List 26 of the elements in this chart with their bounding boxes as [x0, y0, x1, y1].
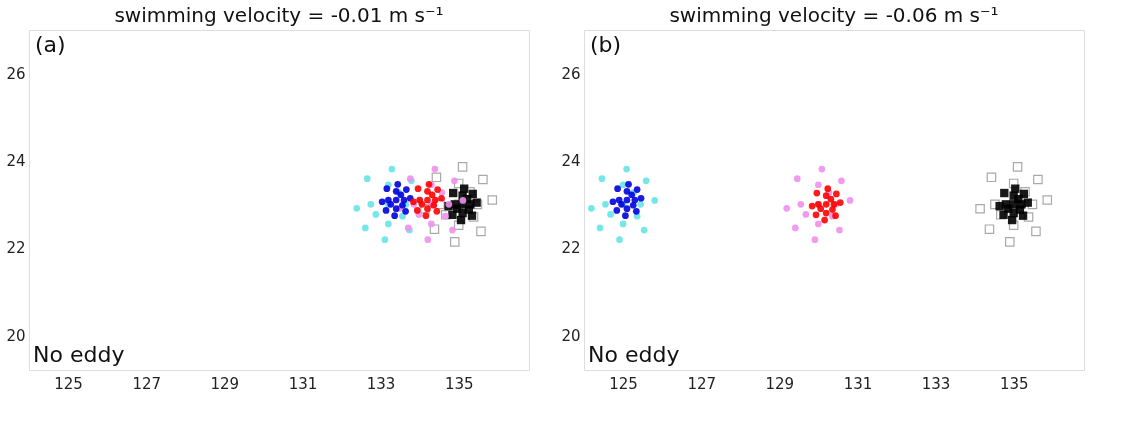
x-tick-label: 127 — [132, 374, 162, 393]
y-tick-label: 24 — [561, 152, 581, 171]
annotation: No eddy — [588, 342, 680, 367]
x-tick-label: 131 — [843, 374, 873, 393]
x-tick-label: 133 — [366, 374, 396, 393]
y-tick-label: 24 — [6, 152, 26, 171]
x-tick-label: 135 — [999, 374, 1029, 393]
y-tick-label: 26 — [6, 65, 26, 84]
x-tick-label: 127 — [687, 374, 717, 393]
x-tick-label: 131 — [288, 374, 318, 393]
x-tick-label: 135 — [444, 374, 474, 393]
y-tick-label: 22 — [561, 239, 581, 258]
chart-title: swimming velocity = -0.06 m s⁻¹ — [669, 3, 999, 27]
x-tick-label: 125 — [609, 374, 638, 393]
y-tick-label: 22 — [6, 239, 26, 258]
y-tick-label: 20 — [6, 326, 26, 345]
x-tick-label: 133 — [921, 374, 951, 393]
y-tick-label: 20 — [561, 326, 581, 345]
annotation: (b) — [590, 32, 622, 57]
y-tick-label: 26 — [561, 65, 581, 84]
annotation: (a) — [35, 32, 66, 57]
chart-title: swimming velocity = -0.01 m s⁻¹ — [114, 3, 444, 27]
annotation: No eddy — [33, 342, 125, 367]
x-tick-label: 129 — [210, 374, 240, 393]
x-tick-label: 125 — [54, 374, 83, 393]
x-tick-label: 129 — [765, 374, 795, 393]
